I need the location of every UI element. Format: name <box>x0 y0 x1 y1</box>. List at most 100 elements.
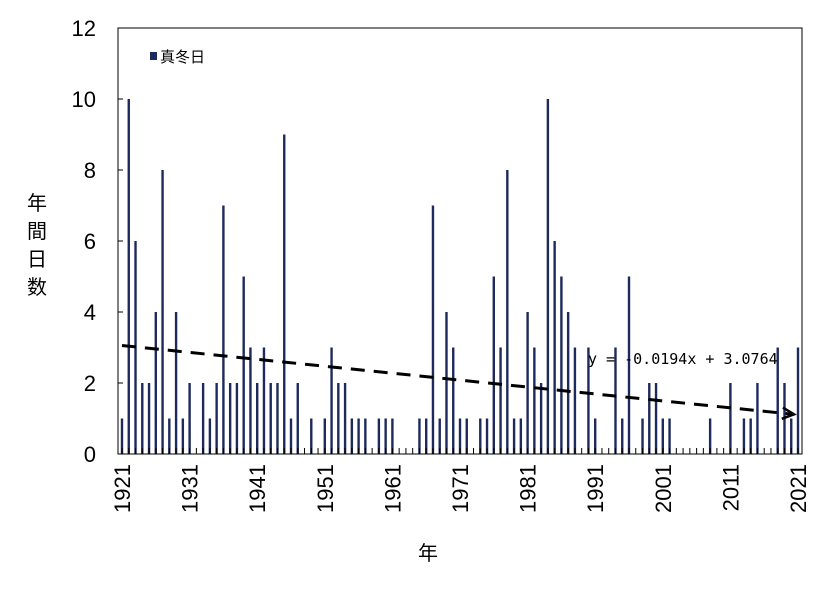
bar-1955 <box>350 418 354 454</box>
bar-1933 <box>201 383 205 454</box>
bar-1953 <box>337 383 340 454</box>
bar-1931 <box>188 383 191 454</box>
bar-1965 <box>418 418 421 454</box>
bar-1945 <box>283 134 286 454</box>
bar-2015 <box>756 383 759 454</box>
bar-1942 <box>262 347 266 454</box>
x-tick-label: 2001 <box>651 464 676 513</box>
y-tick-label: 12 <box>72 16 96 41</box>
bar-1949 <box>310 418 313 454</box>
y-axis-ticks: 0 2 4 6 8 10 12 <box>72 16 123 467</box>
x-tick-label: 1981 <box>516 464 541 513</box>
bar-1991 <box>594 418 597 454</box>
bar-2001 <box>661 418 664 454</box>
x-tick-label: 1931 <box>178 464 203 513</box>
bar-2013 <box>742 418 746 454</box>
bar-1971 <box>458 418 462 454</box>
trend-arrow-head <box>781 406 797 420</box>
bar-2000 <box>654 383 658 454</box>
bar-1927 <box>161 170 164 454</box>
bar-1941 <box>256 383 259 454</box>
bar-1940 <box>249 347 252 454</box>
bar-1998 <box>641 418 644 454</box>
bar-1961 <box>391 418 394 454</box>
x-tick-label: 1991 <box>583 464 608 513</box>
x-tick-label: 1951 <box>313 464 338 513</box>
bar-1996 <box>627 276 631 454</box>
bar-1939 <box>242 276 245 454</box>
bar-1937 <box>228 383 232 454</box>
bar-1988 <box>573 347 577 454</box>
y-tick-label: 10 <box>72 87 96 112</box>
bar-1959 <box>377 418 381 454</box>
bar-1926 <box>154 312 157 454</box>
y-tick-label: 0 <box>84 442 96 467</box>
bar-1925 <box>147 383 151 454</box>
bar-1995 <box>621 418 624 454</box>
bar-1977 <box>499 347 502 454</box>
bar-1936 <box>222 205 225 454</box>
x-tick-label: 1961 <box>380 464 405 513</box>
bar-1935 <box>215 383 218 454</box>
bar-1966 <box>425 418 428 454</box>
bar-1954 <box>343 383 347 454</box>
x-axis-title: 年 <box>418 541 438 565</box>
bar-1994 <box>614 347 617 454</box>
bar-1924 <box>141 383 144 454</box>
bar-1969 <box>445 312 448 454</box>
y-tick-label: 6 <box>84 229 96 254</box>
bar-1975 <box>485 418 489 454</box>
bar-1999 <box>648 383 651 454</box>
bar-2014 <box>749 418 752 454</box>
bar-1987 <box>566 312 570 454</box>
bar-1976 <box>492 276 495 454</box>
y-axis-title: 年間日数 <box>27 191 47 299</box>
bar-1990 <box>587 347 590 454</box>
bar-1922 <box>127 99 130 454</box>
bar-1934 <box>208 418 212 454</box>
bar-1980 <box>519 418 523 454</box>
bar-1929 <box>174 312 178 454</box>
bar-1957 <box>364 418 367 454</box>
bar-1956 <box>357 418 360 454</box>
bar-1981 <box>526 312 529 454</box>
bar-1974 <box>479 418 482 454</box>
bar-1960 <box>384 418 387 454</box>
x-tick-label: 2011 <box>718 464 743 511</box>
bar-2018 <box>776 347 779 454</box>
bar-1946 <box>289 418 293 454</box>
x-tick-label: 1921 <box>110 464 135 513</box>
y-tick-label: 2 <box>84 371 96 396</box>
bar-2021 <box>796 347 800 454</box>
bar-1967 <box>431 205 435 454</box>
bar-2020 <box>790 418 793 454</box>
bar-1947 <box>296 383 299 454</box>
trend-line <box>121 343 795 416</box>
bar-1930 <box>181 418 185 454</box>
bar-1928 <box>168 418 171 454</box>
bar-1938 <box>235 383 239 454</box>
legend-swatch <box>150 52 157 60</box>
bar-2011 <box>729 383 732 454</box>
y-tick-label: 8 <box>84 158 96 183</box>
bar-1978 <box>506 170 509 454</box>
bar-1921 <box>120 418 124 454</box>
bar-1970 <box>452 347 455 454</box>
x-axis-ticks: 1921 1931 1941 1951 1961 1971 1981 1991 2001 2011… <box>110 448 811 513</box>
bar-1944 <box>276 383 279 454</box>
legend: 真冬日 <box>150 48 205 66</box>
bars-group <box>120 99 800 454</box>
bar-1952 <box>330 347 333 454</box>
bar-1943 <box>269 383 272 454</box>
trendline-equation: y = -0.0194x + 3.0764 <box>588 350 778 368</box>
y-tick-label: 4 <box>84 300 96 325</box>
bar-1982 <box>533 347 536 454</box>
plot-area-frame <box>117 27 803 455</box>
x-tick-label: 1941 <box>245 464 270 513</box>
bar-1983 <box>539 383 543 454</box>
bar-1951 <box>323 418 326 454</box>
bar-1984 <box>546 99 550 454</box>
bar-2002 <box>668 418 671 454</box>
x-tick-label: 2021 <box>786 464 811 513</box>
